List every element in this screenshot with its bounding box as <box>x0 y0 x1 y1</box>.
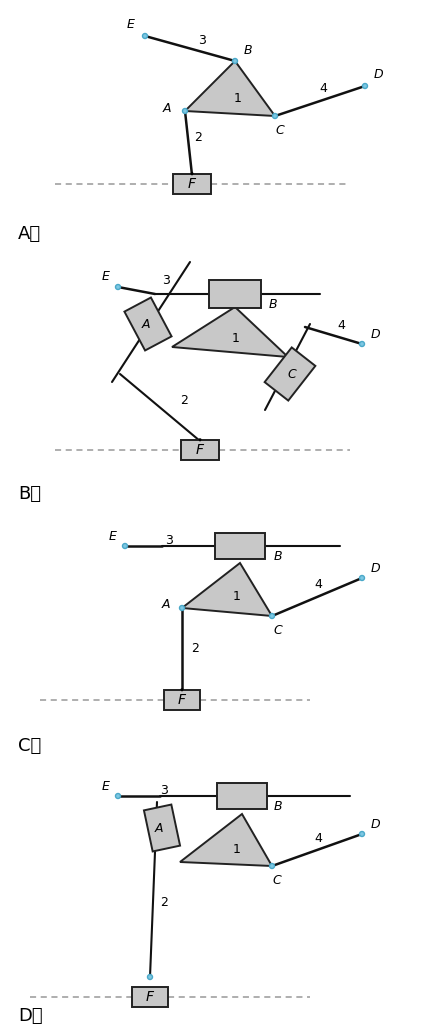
Circle shape <box>360 575 364 581</box>
Bar <box>164 690 200 710</box>
Text: $D$: $D$ <box>371 328 381 341</box>
Circle shape <box>182 109 187 114</box>
Text: C、: C、 <box>18 737 41 755</box>
Text: $C$: $C$ <box>271 873 282 887</box>
Polygon shape <box>182 563 272 616</box>
Text: $A$: $A$ <box>141 317 151 331</box>
Text: $A$: $A$ <box>154 821 164 835</box>
Text: $1$: $1$ <box>232 590 241 603</box>
Text: $F$: $F$ <box>187 177 197 191</box>
Bar <box>217 783 267 809</box>
Text: $1$: $1$ <box>231 333 240 345</box>
Text: $C$: $C$ <box>273 625 283 638</box>
Text: $3$: $3$ <box>165 534 174 547</box>
Polygon shape <box>185 61 275 116</box>
Polygon shape <box>180 814 272 866</box>
Circle shape <box>116 794 121 799</box>
Bar <box>181 440 219 460</box>
Bar <box>265 347 316 400</box>
Circle shape <box>232 58 238 63</box>
Text: $B$: $B$ <box>273 800 283 812</box>
Text: $2$: $2$ <box>160 896 168 909</box>
Text: $F$: $F$ <box>195 443 205 457</box>
Text: $4$: $4$ <box>314 578 324 591</box>
Text: $E$: $E$ <box>108 529 118 543</box>
Polygon shape <box>199 439 201 441</box>
Text: $B$: $B$ <box>268 298 278 310</box>
Circle shape <box>270 613 275 618</box>
Circle shape <box>122 544 128 549</box>
Text: B、: B、 <box>18 485 41 503</box>
Text: A、: A、 <box>18 225 41 243</box>
Text: $A$: $A$ <box>162 102 172 116</box>
Bar <box>173 174 211 194</box>
Bar <box>125 298 172 350</box>
Text: $B$: $B$ <box>243 44 253 57</box>
Text: $3$: $3$ <box>162 274 170 288</box>
Text: $C$: $C$ <box>287 368 297 381</box>
Text: $D$: $D$ <box>371 561 381 574</box>
Bar <box>209 280 261 308</box>
Circle shape <box>360 831 364 837</box>
Circle shape <box>179 605 185 610</box>
Circle shape <box>360 341 364 346</box>
Bar <box>132 987 168 1007</box>
Text: $D$: $D$ <box>373 68 384 81</box>
Text: $E$: $E$ <box>101 270 111 284</box>
Bar <box>144 805 180 851</box>
Text: $F$: $F$ <box>177 693 187 707</box>
Text: $F$: $F$ <box>145 990 155 1004</box>
Text: $4$: $4$ <box>314 831 324 845</box>
Text: $4$: $4$ <box>337 319 346 332</box>
Circle shape <box>116 285 121 290</box>
Circle shape <box>147 975 153 980</box>
Bar <box>215 534 265 559</box>
Text: $3$: $3$ <box>159 783 169 797</box>
Text: $4$: $4$ <box>320 82 328 94</box>
Circle shape <box>270 863 275 868</box>
Text: $2$: $2$ <box>194 131 202 144</box>
Circle shape <box>363 84 368 88</box>
Circle shape <box>142 34 147 39</box>
Text: $1$: $1$ <box>232 843 241 856</box>
Text: $1$: $1$ <box>233 91 242 104</box>
Text: $D$: $D$ <box>371 817 381 830</box>
Polygon shape <box>181 689 183 691</box>
Text: $A$: $A$ <box>161 597 171 610</box>
Text: $2$: $2$ <box>180 393 188 407</box>
Text: D、: D、 <box>18 1007 43 1024</box>
Text: $2$: $2$ <box>191 641 199 654</box>
Text: $B$: $B$ <box>273 550 283 562</box>
Circle shape <box>272 114 278 119</box>
Text: $C$: $C$ <box>275 125 285 137</box>
Polygon shape <box>191 173 193 175</box>
Polygon shape <box>172 307 288 357</box>
Text: $3$: $3$ <box>198 34 206 47</box>
Text: $E$: $E$ <box>126 18 136 32</box>
Text: $E$: $E$ <box>101 779 111 793</box>
